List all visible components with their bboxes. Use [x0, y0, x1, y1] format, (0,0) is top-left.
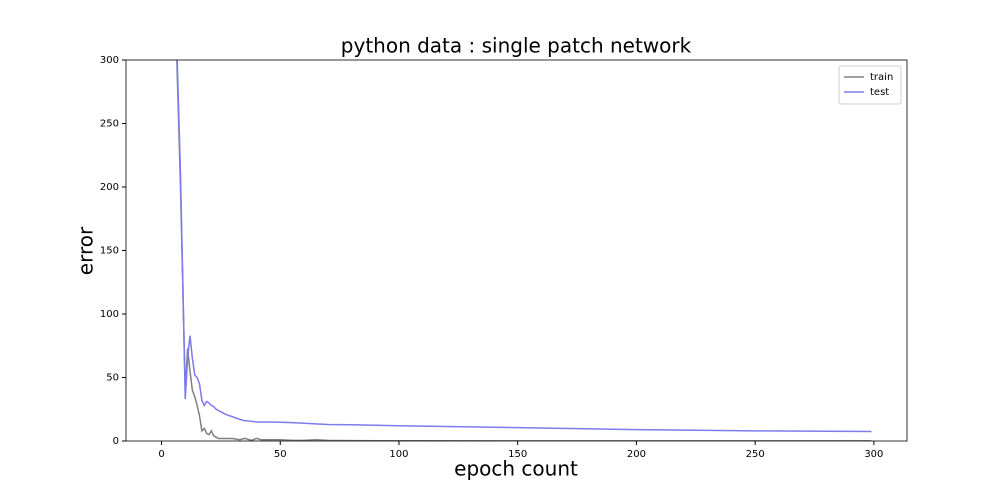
y-tick-label: 100: [100, 309, 119, 320]
y-tick-label: 250: [100, 119, 119, 130]
line-series: [176, 60, 872, 441]
x-tick-label: 100: [389, 449, 408, 460]
x-tick-label: 250: [746, 449, 765, 460]
line-series: [176, 60, 872, 433]
x-tick-label: 50: [274, 449, 287, 460]
plot-lines: [176, 60, 872, 441]
legend-box: [838, 65, 902, 105]
x-axis-label: epoch count: [454, 457, 578, 481]
y-axis-label: error: [74, 226, 98, 275]
legend-label: train: [870, 72, 893, 83]
x-tick-label: 200: [627, 449, 646, 460]
legend-label: test: [870, 87, 889, 98]
y-tick-label: 150: [100, 246, 119, 257]
plot-frame: [125, 59, 908, 442]
chart-title: python data : single patch network: [341, 34, 692, 58]
x-tick-label: 300: [864, 449, 883, 460]
y-tick-label: 300: [100, 55, 119, 66]
y-tick-label: 0: [113, 436, 119, 447]
y-tick-label: 50: [106, 373, 119, 384]
x-tick-label: 0: [158, 449, 164, 460]
x-tick-label: 150: [508, 449, 527, 460]
y-tick-label: 200: [100, 182, 119, 193]
